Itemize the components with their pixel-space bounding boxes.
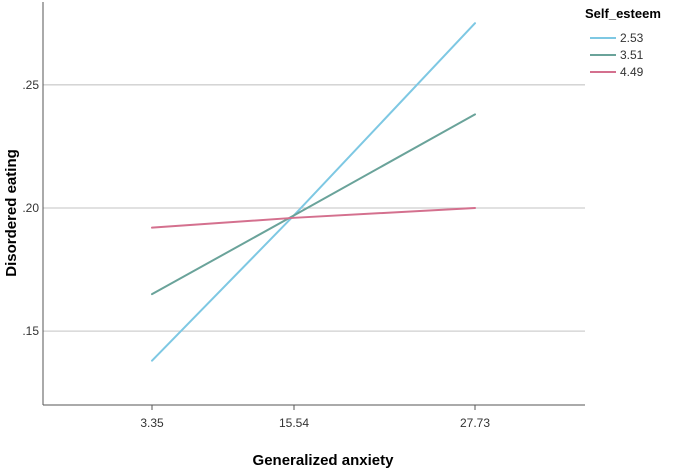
label-layer: Generalized anxiety Disordered eating (3, 149, 394, 469)
y-tick-label: .20 (22, 201, 39, 215)
x-tick-label: 27.73 (460, 416, 490, 430)
legend-label: 4.49 (620, 65, 644, 79)
legend-label: 3.51 (620, 48, 644, 62)
y-axis-title: Disordered eating (3, 149, 20, 277)
legend: Self_esteem 2.53 3.51 4.49 (585, 6, 661, 79)
axis-layer: .15 .20 .25 3.35 15.54 27.73 (22, 2, 585, 430)
series-line-2.53 (151, 22, 476, 362)
y-tick-label: .15 (22, 324, 39, 338)
x-tick-label: 15.54 (279, 416, 309, 430)
legend-title: Self_esteem (585, 6, 661, 21)
y-tick-label: .25 (22, 78, 39, 92)
series-line-4.49 (151, 206, 476, 229)
x-tick-label: 3.35 (140, 416, 164, 430)
x-axis-title: Generalized anxiety (253, 452, 395, 469)
grid-layer (43, 84, 585, 332)
series-line-3.51 (151, 113, 476, 296)
legend-label: 2.53 (620, 31, 644, 45)
series-layer (151, 22, 476, 362)
